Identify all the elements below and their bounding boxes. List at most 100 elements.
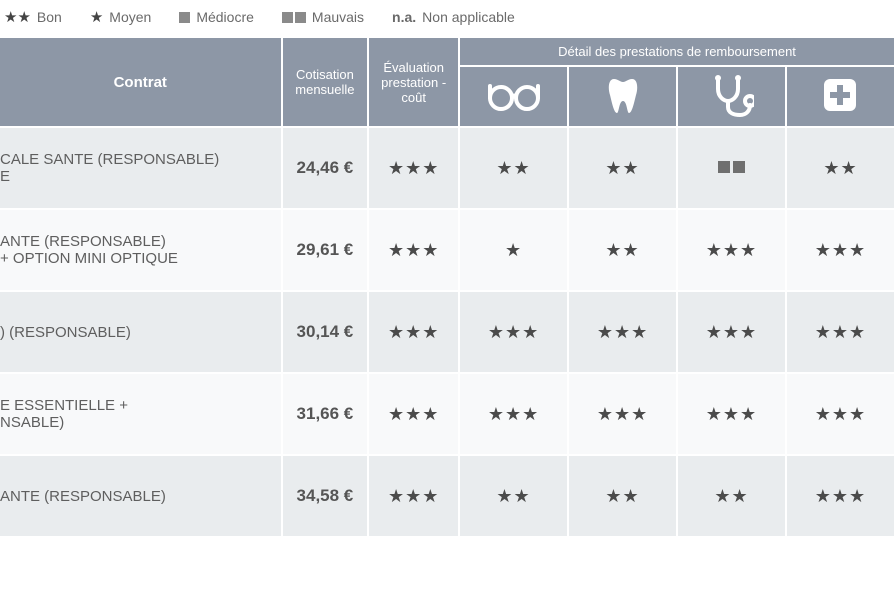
legend-bon: ★★ Bon bbox=[4, 8, 62, 26]
table-row: CALE SANTE (RESPONSABLE) E 24,46 € ★★★ ★… bbox=[0, 128, 896, 210]
rating-stars: ★★★ bbox=[815, 322, 866, 342]
header-contrat: Contrat bbox=[0, 38, 283, 128]
table-row: ) (RESPONSABLE) 30,14 € ★★★ ★★★ ★★★ ★★★ … bbox=[0, 292, 896, 374]
rating-stars: ★★ bbox=[605, 158, 639, 178]
cell-contrat: ) (RESPONSABLE) bbox=[0, 292, 283, 374]
cell-hospital: ★★★ bbox=[787, 456, 896, 538]
cell-price: 29,61 € bbox=[283, 210, 370, 292]
legend-na: n.a. Non applicable bbox=[392, 9, 515, 25]
cell-dental: ★★ bbox=[569, 210, 678, 292]
header-hospital bbox=[787, 67, 896, 128]
cell-contrat: E ESSENTIELLE + NSABLE) bbox=[0, 374, 283, 456]
cell-price: 30,14 € bbox=[283, 292, 370, 374]
square-icon bbox=[179, 12, 190, 23]
legend-mauvais: Mauvais bbox=[282, 9, 364, 25]
cell-dental: ★★★ bbox=[569, 374, 678, 456]
cell-medical: ★★★ bbox=[678, 292, 787, 374]
square-icon bbox=[282, 12, 306, 23]
rating-stars: ★★★ bbox=[815, 486, 866, 506]
header-medical bbox=[678, 67, 787, 128]
table-body: CALE SANTE (RESPONSABLE) E 24,46 € ★★★ ★… bbox=[0, 128, 896, 538]
contrat-line1: ) (RESPONSABLE) bbox=[0, 324, 273, 341]
star-icon: ★★ bbox=[4, 8, 31, 26]
legend-bon-label: Bon bbox=[37, 9, 62, 25]
header-detail: Détail des prestations de remboursement bbox=[460, 38, 896, 67]
rating-stars: ★★★ bbox=[706, 322, 757, 342]
rating-stars: ★★★ bbox=[815, 404, 866, 424]
cell-price: 24,46 € bbox=[283, 128, 370, 210]
cell-contrat: ANTE (RESPONSABLE) + OPTION MINI OPTIQUE bbox=[0, 210, 283, 292]
rating-stars: ★★ bbox=[714, 486, 748, 506]
cell-hospital: ★★★ bbox=[787, 292, 896, 374]
cell-eval: ★★★ bbox=[369, 292, 460, 374]
rating-stars: ★★★ bbox=[815, 240, 866, 260]
cell-eval: ★★★ bbox=[369, 456, 460, 538]
rating-stars: ★★ bbox=[496, 158, 530, 178]
cell-eval: ★★★ bbox=[369, 210, 460, 292]
rating-squares bbox=[718, 161, 745, 173]
table-row: ANTE (RESPONSABLE) + OPTION MINI OPTIQUE… bbox=[0, 210, 896, 292]
cell-dental: ★★ bbox=[569, 456, 678, 538]
hospital-icon bbox=[820, 75, 860, 115]
rating-stars: ★★ bbox=[823, 158, 857, 178]
cell-hospital: ★★★ bbox=[787, 210, 896, 292]
contrat-line1: CALE SANTE (RESPONSABLE) bbox=[0, 151, 273, 168]
cell-optical: ★★★ bbox=[460, 292, 569, 374]
cell-eval: ★★★ bbox=[369, 374, 460, 456]
legend-mediocre-label: Médiocre bbox=[196, 9, 254, 25]
header-cotisation: Cotisation mensuelle bbox=[283, 38, 370, 128]
rating-stars: ★ bbox=[505, 240, 522, 260]
contrat-line1: ANTE (RESPONSABLE) bbox=[0, 488, 273, 505]
rating-stars: ★★★ bbox=[388, 486, 439, 506]
cell-optical: ★ bbox=[460, 210, 569, 292]
cell-medical: ★★★ bbox=[678, 374, 787, 456]
contrat-line2: E bbox=[0, 168, 273, 185]
rating-stars: ★★ bbox=[496, 486, 530, 506]
rating-stars: ★★★ bbox=[388, 322, 439, 342]
cell-eval: ★★★ bbox=[369, 128, 460, 210]
rating-stars: ★★★ bbox=[488, 404, 539, 424]
legend-mediocre: Médiocre bbox=[179, 9, 254, 25]
cell-hospital: ★★★ bbox=[787, 374, 896, 456]
rating-stars: ★★★ bbox=[706, 404, 757, 424]
contrat-line1: ANTE (RESPONSABLE) bbox=[0, 233, 273, 250]
contrat-line2: + OPTION MINI OPTIQUE bbox=[0, 250, 273, 267]
rating-stars: ★★★ bbox=[597, 404, 648, 424]
rating-stars: ★★★ bbox=[488, 322, 539, 342]
star-icon: ★ bbox=[90, 8, 103, 26]
cell-optical: ★★ bbox=[460, 128, 569, 210]
comparison-table: Contrat Cotisation mensuelle Évaluation … bbox=[0, 38, 896, 538]
rating-stars: ★★ bbox=[605, 240, 639, 260]
header-dental bbox=[569, 67, 678, 128]
legend-na-label: Non applicable bbox=[422, 9, 515, 25]
table-row: E ESSENTIELLE + NSABLE) 31,66 € ★★★ ★★★ … bbox=[0, 374, 896, 456]
cell-dental: ★★ bbox=[569, 128, 678, 210]
cell-contrat: ANTE (RESPONSABLE) bbox=[0, 456, 283, 538]
legend-na-code: n.a. bbox=[392, 9, 416, 25]
cell-medical: ★★★ bbox=[678, 210, 787, 292]
cell-price: 31,66 € bbox=[283, 374, 370, 456]
cell-price: 34,58 € bbox=[283, 456, 370, 538]
cell-hospital: ★★ bbox=[787, 128, 896, 210]
header-evaluation: Évaluation prestation - coût bbox=[369, 38, 460, 128]
rating-stars: ★★★ bbox=[597, 322, 648, 342]
legend-moyen-label: Moyen bbox=[109, 9, 151, 25]
cell-contrat: CALE SANTE (RESPONSABLE) E bbox=[0, 128, 283, 210]
legend-mauvais-label: Mauvais bbox=[312, 9, 364, 25]
cell-medical bbox=[678, 128, 787, 210]
legend-moyen: ★ Moyen bbox=[90, 8, 151, 26]
rating-stars: ★★★ bbox=[388, 158, 439, 178]
rating-stars: ★★ bbox=[605, 486, 639, 506]
cell-optical: ★★★ bbox=[460, 374, 569, 456]
tooth-icon bbox=[606, 75, 640, 115]
contrat-line2: NSABLE) bbox=[0, 414, 273, 431]
rating-stars: ★★★ bbox=[388, 240, 439, 260]
cell-dental: ★★★ bbox=[569, 292, 678, 374]
rating-stars: ★★★ bbox=[706, 240, 757, 260]
cell-medical: ★★ bbox=[678, 456, 787, 538]
contrat-line1: E ESSENTIELLE + bbox=[0, 397, 273, 414]
cell-optical: ★★ bbox=[460, 456, 569, 538]
stethoscope-icon bbox=[710, 73, 754, 117]
header-optical bbox=[460, 67, 569, 128]
glasses-icon bbox=[487, 78, 541, 112]
